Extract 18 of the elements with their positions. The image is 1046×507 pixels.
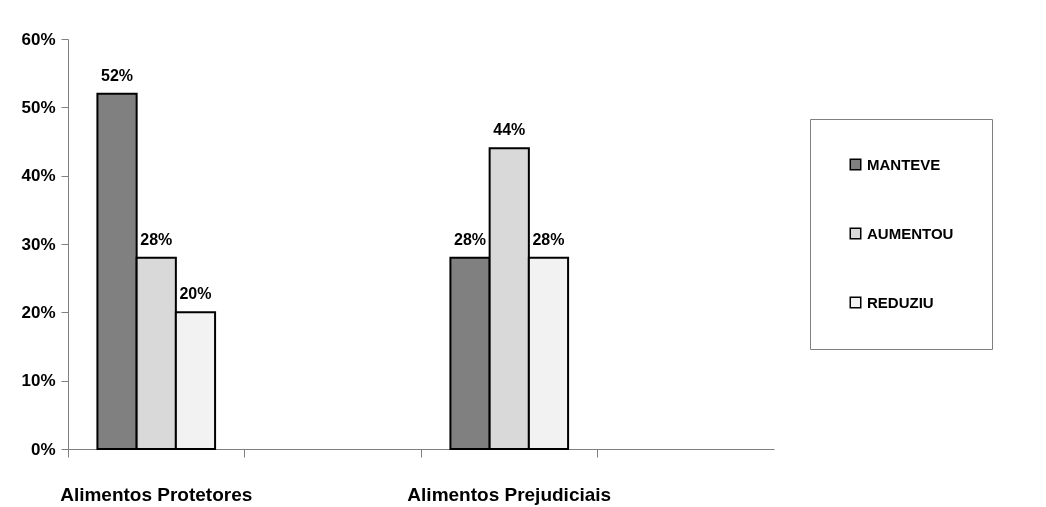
data-label: 28% <box>140 230 173 248</box>
y-tick-label: 10% <box>21 371 56 391</box>
y-tick-label: 50% <box>21 97 56 117</box>
y-tick-label: 60% <box>21 29 56 49</box>
data-label: 52% <box>101 66 134 84</box>
data-label: 20% <box>179 285 212 303</box>
x-tick-label: Alimentos Protetores <box>60 483 253 505</box>
data-label: 28% <box>532 230 565 248</box>
data-label: 28% <box>454 230 487 248</box>
y-tick-label: 30% <box>21 234 56 254</box>
legend-label: MANTEVE <box>867 155 941 173</box>
y-tick-label: 0% <box>30 439 56 459</box>
legend-label: AUMENTOU <box>867 224 954 242</box>
y-tick-label: 20% <box>21 302 56 322</box>
y-tick-label: 40% <box>21 166 56 186</box>
x-tick-label: Alimentos Prejudiciais <box>407 483 612 505</box>
legend-label: REDUZIU <box>867 293 934 311</box>
data-label: 44% <box>493 121 526 139</box>
